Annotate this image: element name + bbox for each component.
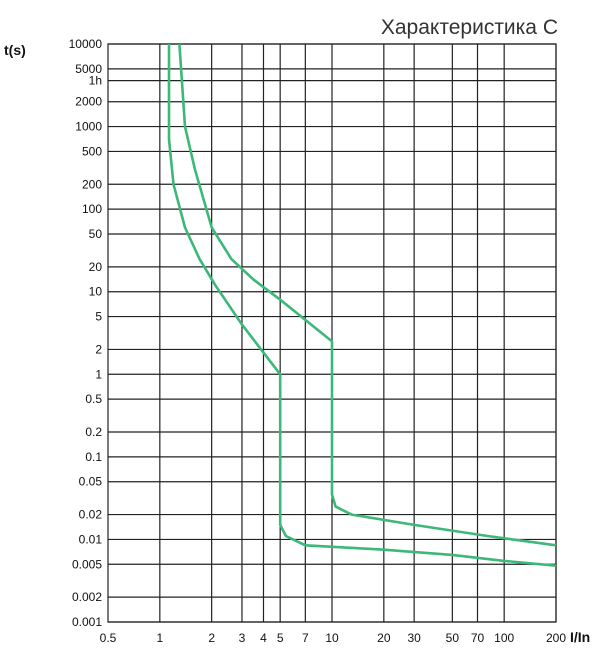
x-tick-label: 4 [260, 631, 267, 645]
curve-2 [178, 43, 557, 547]
x-tick-labels: 0.5 1 2 3 4 5 7 10 20 30 50 70 100 200 [100, 631, 567, 645]
x-tick-label: 70 [471, 631, 485, 645]
plot-frame [107, 43, 557, 623]
x-tick-label: 1 [156, 631, 163, 645]
y-tick-label: 100 [82, 202, 102, 216]
x-tick-label: 3 [239, 631, 246, 645]
y-tick-label: 2000 [75, 95, 102, 109]
x-tick-label: 7 [302, 631, 309, 645]
y-tick-label: 20 [89, 260, 103, 274]
x-tick-label: 50 [446, 631, 460, 645]
y-tick-label: 0.002 [72, 590, 102, 604]
x-tick-label: 100 [494, 631, 514, 645]
y-tick-label: 1000 [75, 120, 102, 134]
x-tick-label: 5 [277, 631, 284, 645]
curve-1 [167, 44, 557, 567]
y-tick-label: 2 [95, 342, 102, 356]
y-tick-label: 0.5 [85, 392, 102, 406]
x-tick-label: 2 [208, 631, 215, 645]
y-tick-label: 0.05 [79, 475, 103, 489]
y-tick-label: 10 [89, 285, 103, 299]
x-tick-label: 0.5 [100, 631, 117, 645]
y-tick-label: 500 [82, 144, 102, 158]
y-tick-label: 200 [82, 177, 102, 191]
y-tick-label: 0.005 [72, 557, 102, 571]
x-axis-label: I/In [570, 629, 590, 645]
x-tick-label: 10 [325, 631, 339, 645]
y-tick-label: 1h [89, 74, 102, 88]
y-tick-label: 5000 [75, 62, 102, 76]
x-tick-label: 20 [377, 631, 391, 645]
y-tick-label: 1 [95, 367, 102, 381]
y-tick-label: 0.001 [72, 615, 102, 629]
x-tick-label: 200 [546, 631, 566, 645]
y-tick-label: 0.2 [85, 425, 102, 439]
y-tick-label: 0.1 [85, 450, 102, 464]
y-tick-label: 0.01 [79, 532, 103, 546]
curves [167, 43, 557, 567]
y-tick-label: 50 [89, 227, 103, 241]
chart-title: Характеристика C [381, 16, 558, 39]
y-tick-label: 5 [95, 310, 102, 324]
x-tick-label: 30 [407, 631, 421, 645]
y-axis-label: t(s) [4, 42, 26, 58]
y-tick-label: 0.02 [79, 508, 103, 522]
y-tick-label: 10000 [69, 37, 103, 51]
